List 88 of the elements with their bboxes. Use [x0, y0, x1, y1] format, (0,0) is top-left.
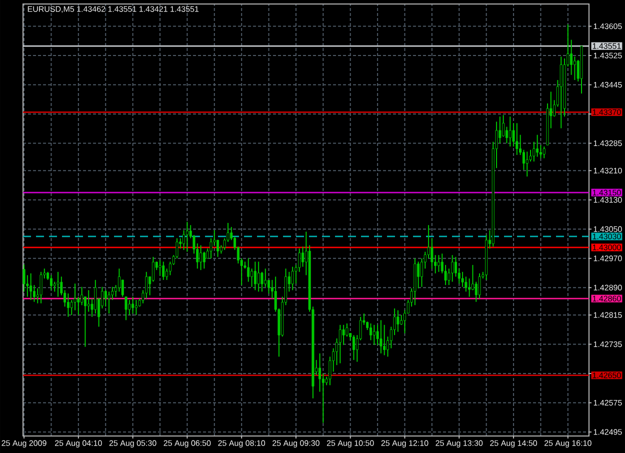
- ref-line-label: 1.43370: [592, 109, 621, 116]
- candlestick: [478, 272, 481, 300]
- y-tick-label: 1.42735: [594, 341, 622, 348]
- candlestick: [342, 324, 345, 346]
- candlestick: [464, 276, 468, 292]
- candlestick: [505, 126, 508, 144]
- candlestick: [22, 264, 26, 292]
- candlestick: [508, 116, 512, 148]
- candlestick: [250, 268, 254, 288]
- candlestick: [118, 268, 120, 292]
- candlestick: [66, 292, 70, 318]
- candlestick: [400, 314, 403, 326]
- candlestick: [40, 271, 42, 304]
- candlestick: [380, 320, 382, 354]
- candlestick: [124, 296, 128, 321]
- candlestick: [87, 290, 90, 312]
- candlestick: [526, 151, 528, 177]
- candlestick: [186, 221, 188, 252]
- candlestick: [94, 279, 97, 314]
- y-tick-label: 1.43285: [594, 140, 622, 146]
- y-tick-label: 1.43525: [594, 52, 622, 58]
- candlestick: [260, 271, 264, 292]
- candlestick: [417, 261, 420, 289]
- x-tick-label: 25 Aug 2009: [2, 440, 46, 448]
- candlestick: [451, 254, 454, 282]
- candlestick: [264, 268, 267, 288]
- candlestick: [372, 324, 376, 346]
- candlestick: [200, 244, 202, 271]
- candlestick: [56, 271, 60, 298]
- x-tick-label: 25 Aug 08:10: [218, 440, 266, 448]
- chart-title: EURUSD,M5 1.43462 1.43551 1.43421 1.43551: [28, 6, 199, 13]
- y-tick-label: 1.42575: [594, 400, 622, 406]
- candlestick: [132, 296, 134, 314]
- candlestick: [121, 279, 124, 298]
- candlestick: [30, 272, 32, 301]
- x-tick-label: 25 Aug 10:50: [326, 440, 374, 448]
- candlestick: [291, 266, 294, 291]
- candlestick: [134, 300, 138, 316]
- candlestick: [108, 291, 110, 314]
- ref-line-label: 1.43030: [592, 234, 621, 240]
- candlestick: [560, 56, 562, 129]
- candlestick: [158, 260, 162, 276]
- candlestick: [202, 251, 206, 270]
- ref-line-label: 1.43000: [592, 244, 621, 250]
- y-tick-label: 1.43050: [594, 226, 622, 232]
- candlestick: [369, 322, 372, 341]
- candlestick: [162, 261, 165, 280]
- y-tick-label: 1.43210: [594, 168, 622, 174]
- candlestick: [573, 56, 576, 81]
- ref-line-label: 1.43150: [592, 190, 621, 196]
- candlestick: [468, 278, 471, 298]
- candlestick: [302, 246, 304, 268]
- candlestick: [516, 122, 518, 156]
- candlestick: [128, 300, 131, 316]
- candlestick: [152, 256, 154, 282]
- candlestick: [437, 254, 440, 272]
- y-tick-label: 1.43605: [594, 23, 622, 30]
- x-tick-label: 25 Aug 06:50: [164, 440, 211, 448]
- y-tick-label: 1.42970: [594, 256, 622, 262]
- candlestick: [542, 146, 546, 159]
- candlestick: [77, 296, 80, 316]
- y-tick-label: 1.42495: [594, 429, 622, 435]
- candlestick: [257, 261, 260, 292]
- y-tick-label: 1.43130: [594, 197, 622, 203]
- x-tick-label: 25 Aug 09:30: [272, 440, 320, 448]
- ref-line-label: 1.43551: [592, 43, 621, 49]
- candlestick: [74, 283, 76, 311]
- y-tick-label: 1.42815: [594, 312, 622, 318]
- candlestick: [254, 261, 256, 291]
- candlestick: [247, 258, 250, 282]
- y-tick-label: 1.43445: [594, 82, 622, 88]
- y-tick-label: 1.42890: [594, 284, 622, 290]
- candlestick: [338, 324, 342, 364]
- ref-line-label: 1.42650: [592, 372, 621, 378]
- candlestick: [536, 134, 539, 158]
- candlestick: [145, 271, 148, 300]
- ref-line-label: 1.42860: [592, 296, 621, 302]
- candlestick: [461, 271, 464, 288]
- candlestick: [396, 310, 400, 332]
- x-tick-label: 25 Aug 04:10: [55, 440, 102, 448]
- candlestick: [383, 324, 386, 356]
- x-tick-label: 25 Aug 12:10: [381, 440, 428, 448]
- candlestick: [50, 274, 52, 291]
- candlestick: [352, 334, 356, 360]
- x-tick-label: 25 Aug 13:30: [436, 440, 483, 448]
- x-tick-label: 25 Aug 05:30: [109, 440, 156, 448]
- x-tick-label: 25 Aug 16:10: [544, 440, 592, 448]
- x-tick-label: 25 Aug 14:50: [490, 440, 538, 448]
